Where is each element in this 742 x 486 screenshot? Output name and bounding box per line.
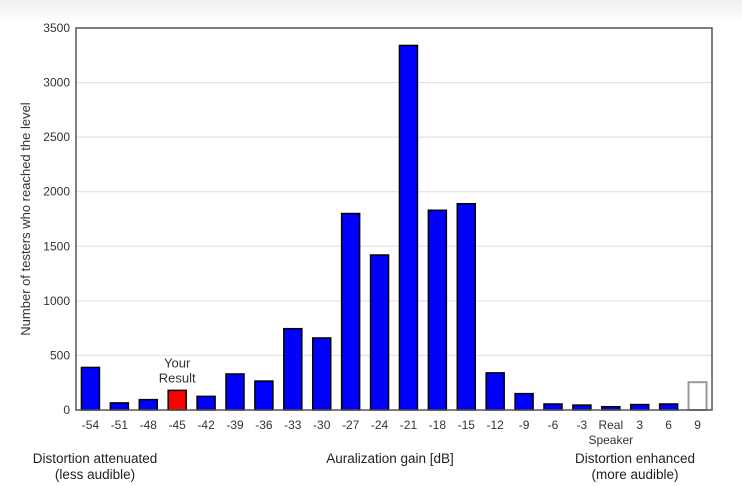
- x-tick-label: -6: [548, 418, 559, 432]
- y-tick-label: 0: [63, 403, 70, 417]
- right-caption-line1: Distortion enhanced: [574, 451, 696, 466]
- x-tick-label: -36: [255, 418, 273, 432]
- x-tick-label: -21: [400, 418, 418, 432]
- bar--9: [514, 392, 534, 411]
- x-tick-label: 9: [694, 418, 701, 432]
- bar--33: [283, 327, 303, 411]
- bar--42: [196, 395, 216, 411]
- bar--15: [456, 202, 477, 411]
- bar--45: [167, 389, 187, 411]
- y-axis-title: Number of testers who reached the level: [18, 102, 33, 336]
- x-tick-labels: -54 -51 -48 -45 -42 -39 -36 -33 -30 -27 -24 -21 -18-…: [82, 418, 701, 447]
- bar--51: [109, 402, 130, 411]
- x-tick-label: -27: [342, 418, 360, 432]
- y-tick-label: 3500: [43, 21, 70, 35]
- bar--36: [254, 380, 274, 411]
- y-tick-label: 2500: [43, 130, 70, 144]
- x-axis-title: Auralization gain [dB]: [326, 451, 454, 466]
- bar--48: [138, 398, 159, 411]
- x-tick-label: -33: [284, 418, 302, 432]
- top-shade: [0, 0, 742, 24]
- y-tick-labels: 0 500 1000 1500 2000 2500 3000 3500: [43, 21, 70, 417]
- x-tick-label: 6: [665, 418, 672, 432]
- right-caption: Distortion enhanced (more audible): [556, 451, 714, 483]
- x-tick-label: 3: [636, 418, 643, 432]
- bar-3: [629, 403, 650, 411]
- x-tick-label: -18: [429, 418, 447, 432]
- bar-6: [658, 403, 679, 411]
- x-tick-label: -42: [197, 418, 215, 432]
- left-caption-line2: (less audible): [54, 467, 136, 482]
- y-tick-label: 3000: [43, 76, 70, 90]
- bar--24: [369, 254, 390, 411]
- x-tick-label: Speaker: [588, 433, 633, 447]
- x-tick-label: -24: [371, 418, 389, 432]
- y-tick-label: 2000: [43, 185, 70, 199]
- bar--18: [427, 209, 448, 411]
- plot-frame: [75, 27, 713, 411]
- x-tick-label: -48: [140, 418, 158, 432]
- grid-lines: [76, 82, 712, 356]
- bar--21: [398, 44, 419, 411]
- y-tick-label: 500: [50, 348, 70, 362]
- x-tick-label: Real: [598, 418, 623, 432]
- x-tick-label: -30: [313, 418, 331, 432]
- bars: [80, 44, 708, 412]
- y-tick-label: 1000: [43, 294, 70, 308]
- bar--6: [543, 403, 563, 411]
- bar-9: [687, 381, 708, 412]
- left-caption: Distortion attenuated (less audible): [20, 451, 170, 483]
- x-tick-label: -12: [487, 418, 505, 432]
- x-tick-label: -51: [111, 418, 129, 432]
- x-tick-label: -45: [169, 418, 187, 432]
- left-caption-line1: Distortion attenuated: [32, 451, 158, 466]
- bar--39: [225, 373, 245, 411]
- your-result-label-line: Your: [164, 355, 191, 370]
- bar--27: [340, 212, 361, 411]
- right-caption-line2: (more audible): [591, 467, 679, 482]
- bar--54: [80, 366, 101, 411]
- y-tick-label: 1500: [43, 239, 70, 253]
- x-tick-label: -15: [458, 418, 476, 432]
- x-tick-label: -39: [226, 418, 244, 432]
- bar--30: [311, 337, 332, 411]
- x-tick-label: -3: [577, 418, 588, 432]
- your-result-label-line: Result: [159, 370, 196, 385]
- x-tick-label: -54: [82, 418, 100, 432]
- x-tick-label: -9: [519, 418, 530, 432]
- bar--12: [485, 372, 505, 411]
